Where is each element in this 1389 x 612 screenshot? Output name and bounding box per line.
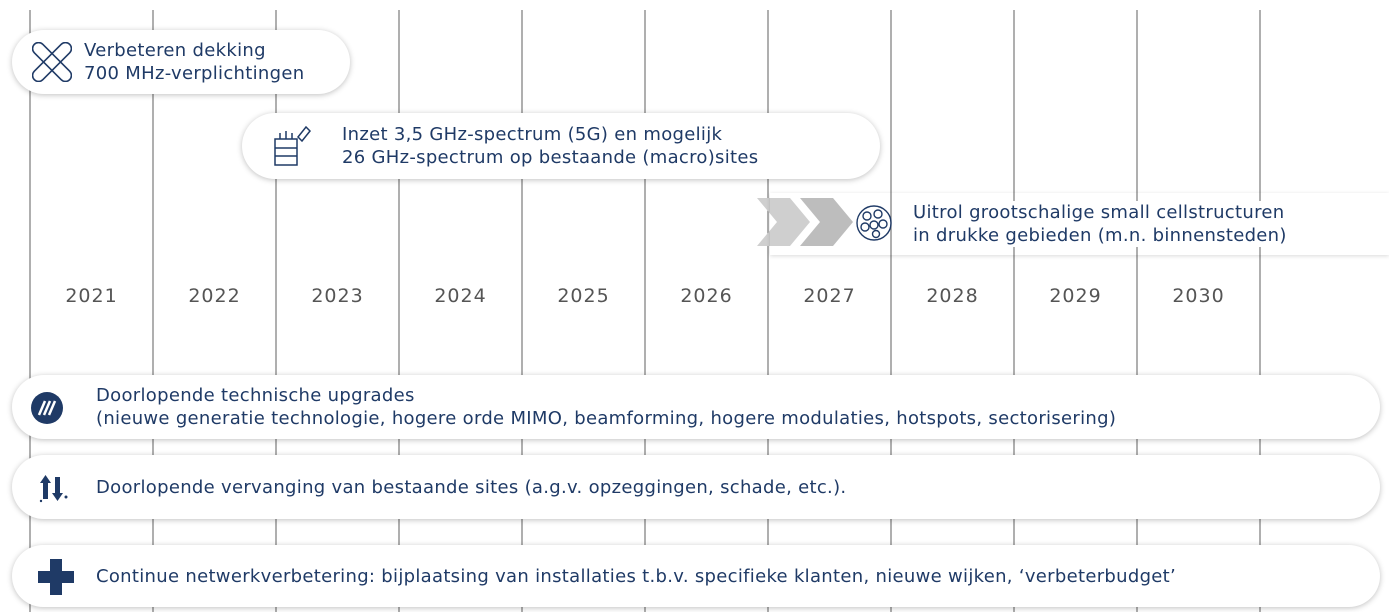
year-label: 2024 [434, 285, 487, 307]
year-label: 2030 [1172, 285, 1225, 307]
phase-text: Verbeteren dekking [84, 40, 266, 61]
phase-text: Uitrol grootschalige small cellstructure… [913, 202, 1285, 223]
plus-icon [38, 559, 74, 595]
continuous-box: Doorlopende vervanging van bestaande sit… [12, 455, 1380, 519]
continuous-box: Doorlopende technische upgrades (nieuwe … [12, 375, 1380, 439]
continuous-box: Continue netwerkverbetering: bijplaatsin… [12, 545, 1380, 607]
phase-text: 26 GHz-spectrum op bestaande (macro)site… [342, 147, 759, 168]
cells-icon [856, 205, 892, 241]
year-label: 2029 [1049, 285, 1102, 307]
phase-box: Inzet 3,5 GHz-spectrum (5G) en mogelijk … [242, 113, 880, 179]
phase-box: Uitrol grootschalige small cellstructure… [770, 193, 1389, 255]
phase-box: Verbeteren dekking 700 MHz-verplichtinge… [12, 30, 350, 94]
phase-text: Inzet 3,5 GHz-spectrum (5G) en mogelijk [342, 124, 723, 145]
year-label: 2026 [680, 285, 733, 307]
year-label: 2028 [926, 285, 979, 307]
year-label: 2027 [803, 285, 856, 307]
bandage-icon [32, 42, 72, 82]
continuous-text: Doorlopende technische upgrades [96, 385, 415, 406]
continuous-text: Doorlopende vervanging van bestaande sit… [96, 476, 847, 498]
replace-icon [39, 475, 68, 503]
phase-text: in drukke gebieden (m.n. binnensteden) [913, 225, 1287, 246]
year-label: 2025 [557, 285, 610, 307]
phase-text: 700 MHz-verplichtingen [84, 63, 305, 84]
year-label: 2023 [311, 285, 364, 307]
antenna-icon [274, 125, 312, 166]
upgrade-icon [31, 392, 63, 424]
continuous-text: (nieuwe generatie technologie, hogere or… [96, 408, 1117, 429]
continuous-text: Continue netwerkverbetering: bijplaatsin… [96, 565, 1177, 587]
year-label: 2021 [65, 285, 118, 307]
year-label: 2022 [188, 285, 241, 307]
